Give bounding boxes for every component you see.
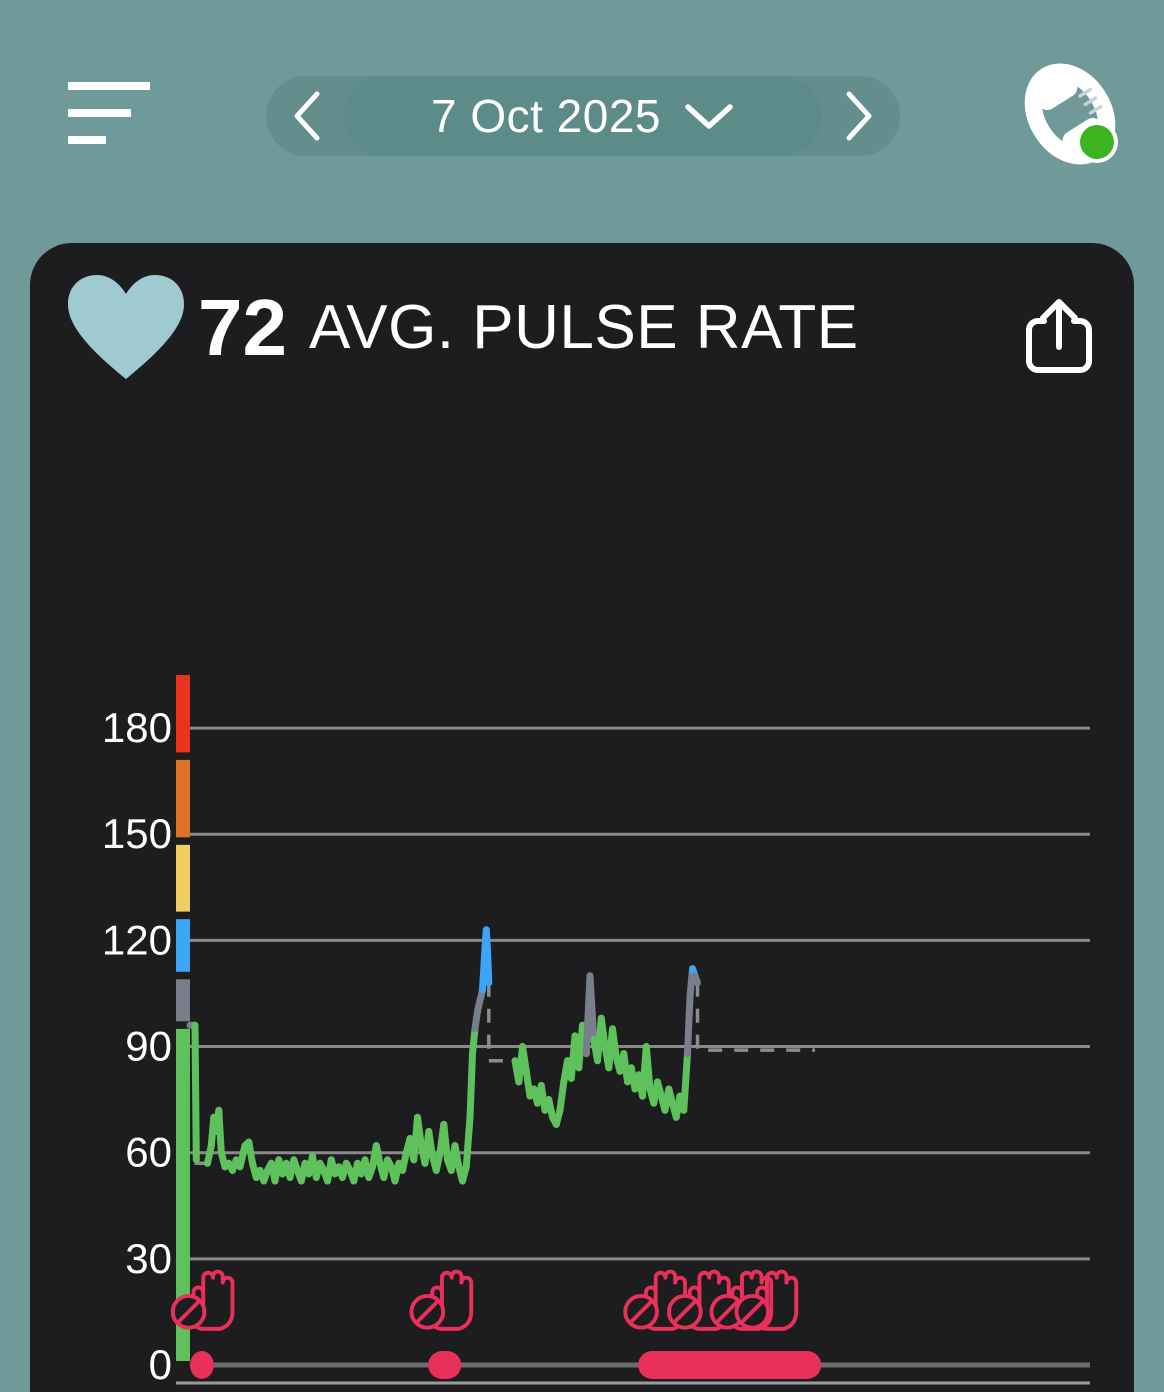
pulse-segment — [691, 972, 701, 987]
app-bar: 7 Oct 2025 — [0, 0, 1164, 243]
pulse-gap-segment — [487, 982, 515, 1063]
activity-bar-segment — [190, 1351, 214, 1379]
y-axis-tick-label: 30 — [125, 1235, 172, 1282]
pulse-segment — [586, 972, 598, 1043]
y-axis-tick-label: 90 — [125, 1023, 172, 1070]
next-day-button[interactable] — [816, 76, 900, 156]
chevron-right-icon — [846, 91, 872, 141]
pulse-segment — [466, 1050, 476, 1121]
pulse-segment — [484, 947, 493, 987]
no-hand-icon — [667, 1269, 731, 1331]
date-navigator: 7 Oct 2025 — [266, 76, 900, 156]
pulse-segment — [609, 1025, 620, 1061]
y-axis-tick-label: 150 — [102, 810, 172, 857]
device-status-dot — [1080, 125, 1114, 159]
chart-gridlines — [190, 726, 1090, 1261]
pulse-segment — [684, 993, 694, 1058]
pulse-segment — [519, 1043, 530, 1075]
zone-segment-maximum — [176, 675, 190, 753]
no-hand-icon — [170, 1269, 235, 1331]
no-hand-icon — [734, 1269, 799, 1331]
zone-segment-anaerobic — [176, 759, 190, 838]
heart-rate-zone-bar — [176, 675, 190, 1361]
no-hand-markers — [170, 1269, 799, 1331]
pulse-segment — [191, 1021, 200, 1164]
share-button[interactable] — [1024, 295, 1094, 375]
activity-bars — [190, 1351, 1090, 1379]
pulse-segment — [215, 1106, 225, 1157]
no-hand-icon — [409, 1269, 474, 1331]
prev-day-button[interactable] — [266, 76, 350, 156]
pulse-segment — [425, 1128, 436, 1160]
zone-segment-rest — [176, 1028, 190, 1361]
pulse-gap-segment — [695, 982, 815, 1052]
pulse-segment — [556, 1078, 568, 1114]
activity-bar-segment — [638, 1351, 822, 1379]
pulse-segment — [245, 1138, 256, 1167]
selected-date-label: 7 Oct 2025 — [430, 90, 662, 142]
pulse-segment — [642, 1043, 654, 1093]
y-axis-tick-label: 180 — [102, 704, 172, 751]
share-icon — [1026, 299, 1092, 373]
avg-pulse-label: AVG. PULSE RATE — [308, 293, 859, 362]
card-header: 72 AVG. PULSE RATE — [30, 243, 1134, 413]
no-hand-icon — [623, 1269, 687, 1331]
fitness-band-icon[interactable] — [1014, 58, 1126, 170]
pulse-segment — [414, 1113, 425, 1150]
chevron-down-icon — [685, 104, 733, 129]
heart-icon — [68, 275, 184, 379]
pulse-segment — [462, 1113, 474, 1171]
activity-bar-segment — [428, 1351, 462, 1379]
zone-segment-aerobic — [176, 844, 190, 912]
chart-y-axis-labels: 0 30 60 90 120 150 180 — [102, 704, 172, 1388]
pulse-rate-series — [186, 926, 815, 1185]
pulse-segment — [440, 1120, 451, 1164]
pulse-segment — [469, 1025, 479, 1058]
y-axis-tick-label: 120 — [102, 916, 172, 963]
pulse-segment — [597, 1014, 609, 1050]
hamburger-menu-icon[interactable] — [68, 82, 150, 144]
pulse-segment — [451, 1142, 463, 1171]
pulse-segment — [236, 1142, 249, 1171]
y-axis-tick-label: 60 — [125, 1129, 172, 1176]
y-axis-tick-label: 0 — [149, 1341, 172, 1388]
avg-pulse-value: 72 — [198, 283, 287, 372]
date-picker-chip[interactable]: 7 Oct 2025 — [344, 76, 822, 156]
hamburger-line — [68, 136, 106, 144]
hamburger-line — [68, 82, 150, 90]
pulse-segment — [482, 926, 491, 955]
chevron-left-icon — [294, 91, 320, 141]
fitness-band-glyph — [1024, 63, 1118, 165]
zone-segment-fat-burn — [176, 919, 190, 972]
zone-segment-light — [176, 979, 190, 1022]
pulse-segment — [680, 1050, 691, 1114]
hamburger-line — [68, 109, 131, 117]
